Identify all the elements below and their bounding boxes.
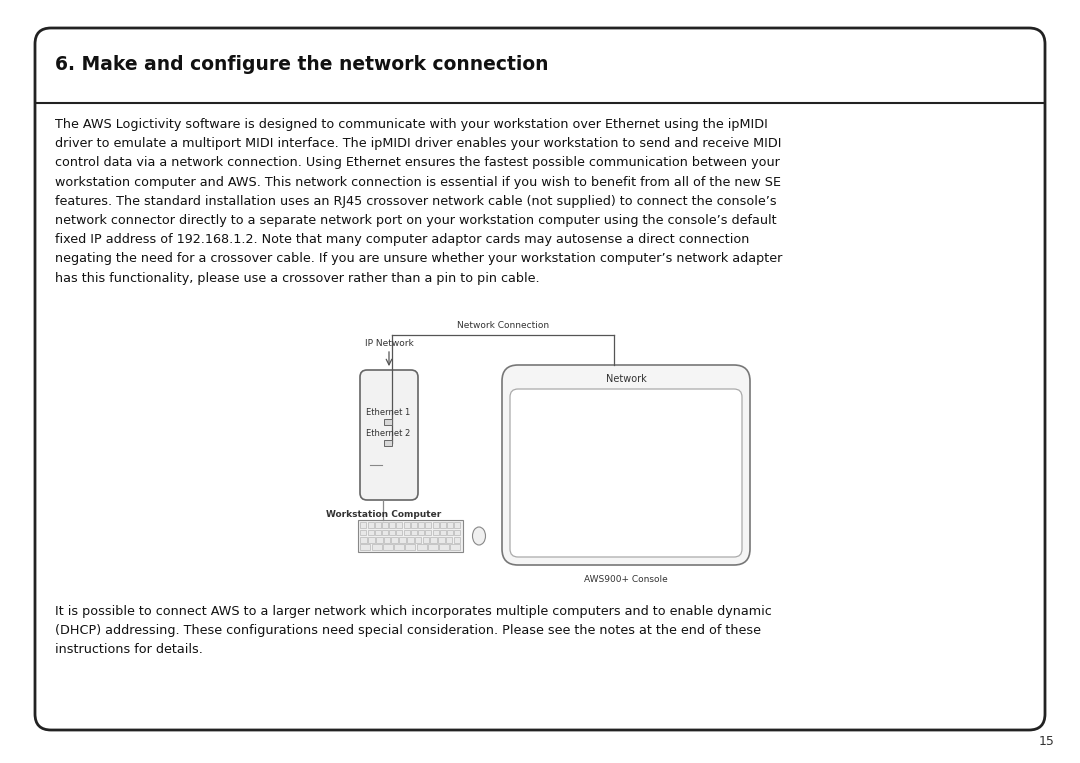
Bar <box>426 530 431 536</box>
Bar <box>418 523 424 528</box>
Text: It is possible to connect AWS to a larger network which incorporates multiple co: It is possible to connect AWS to a large… <box>55 605 772 656</box>
Bar <box>361 544 370 549</box>
Bar <box>368 536 375 542</box>
Bar <box>430 536 437 542</box>
Bar <box>407 536 414 542</box>
Bar <box>428 544 437 549</box>
Bar <box>438 544 449 549</box>
FancyBboxPatch shape <box>502 365 750 565</box>
Bar <box>410 523 417 528</box>
Bar <box>455 530 460 536</box>
Text: Ethernet 1: Ethernet 1 <box>366 408 410 417</box>
Text: AWS900+ Console: AWS900+ Console <box>584 575 667 584</box>
Bar <box>447 523 453 528</box>
Ellipse shape <box>473 527 486 545</box>
Bar <box>383 536 390 542</box>
Bar <box>405 544 416 549</box>
Bar <box>447 530 453 536</box>
Bar <box>376 536 382 542</box>
Text: Network Connection: Network Connection <box>457 321 549 330</box>
Bar <box>384 440 392 446</box>
Bar <box>389 530 395 536</box>
Bar <box>384 419 392 425</box>
Text: The AWS Logictivity software is designed to communicate with your workstation ov: The AWS Logictivity software is designed… <box>55 118 782 285</box>
FancyBboxPatch shape <box>35 28 1045 730</box>
Text: Ethernet 2: Ethernet 2 <box>366 429 410 438</box>
Bar <box>404 523 409 528</box>
Bar <box>433 530 438 536</box>
FancyBboxPatch shape <box>510 389 742 557</box>
FancyBboxPatch shape <box>360 370 418 500</box>
Text: Network: Network <box>606 374 646 384</box>
Bar <box>382 530 388 536</box>
Bar <box>404 530 409 536</box>
Bar <box>394 544 404 549</box>
Bar <box>415 536 421 542</box>
Bar <box>438 536 445 542</box>
Bar <box>382 523 388 528</box>
Bar <box>426 523 431 528</box>
Bar <box>450 544 460 549</box>
Bar <box>440 530 446 536</box>
Bar <box>410 530 417 536</box>
Text: 6. Make and configure the network connection: 6. Make and configure the network connec… <box>55 55 549 74</box>
Bar <box>440 523 446 528</box>
Bar <box>455 523 460 528</box>
Bar <box>418 530 424 536</box>
Bar <box>372 544 381 549</box>
Text: Workstation Computer: Workstation Computer <box>326 510 442 519</box>
Bar <box>357 520 463 552</box>
Bar <box>433 523 438 528</box>
Bar <box>361 530 366 536</box>
Bar <box>389 523 395 528</box>
Text: IP Network: IP Network <box>365 339 414 348</box>
Bar <box>361 523 366 528</box>
Bar <box>396 530 403 536</box>
Bar <box>391 536 399 542</box>
Bar <box>422 536 429 542</box>
Bar <box>446 536 453 542</box>
Bar <box>367 523 374 528</box>
Bar <box>454 536 460 542</box>
Bar <box>375 523 381 528</box>
Bar <box>382 544 393 549</box>
Bar <box>375 530 381 536</box>
Bar <box>417 544 427 549</box>
Bar <box>367 530 374 536</box>
Bar <box>361 536 367 542</box>
Bar <box>396 523 403 528</box>
Bar <box>400 536 406 542</box>
Text: 15: 15 <box>1039 735 1055 748</box>
